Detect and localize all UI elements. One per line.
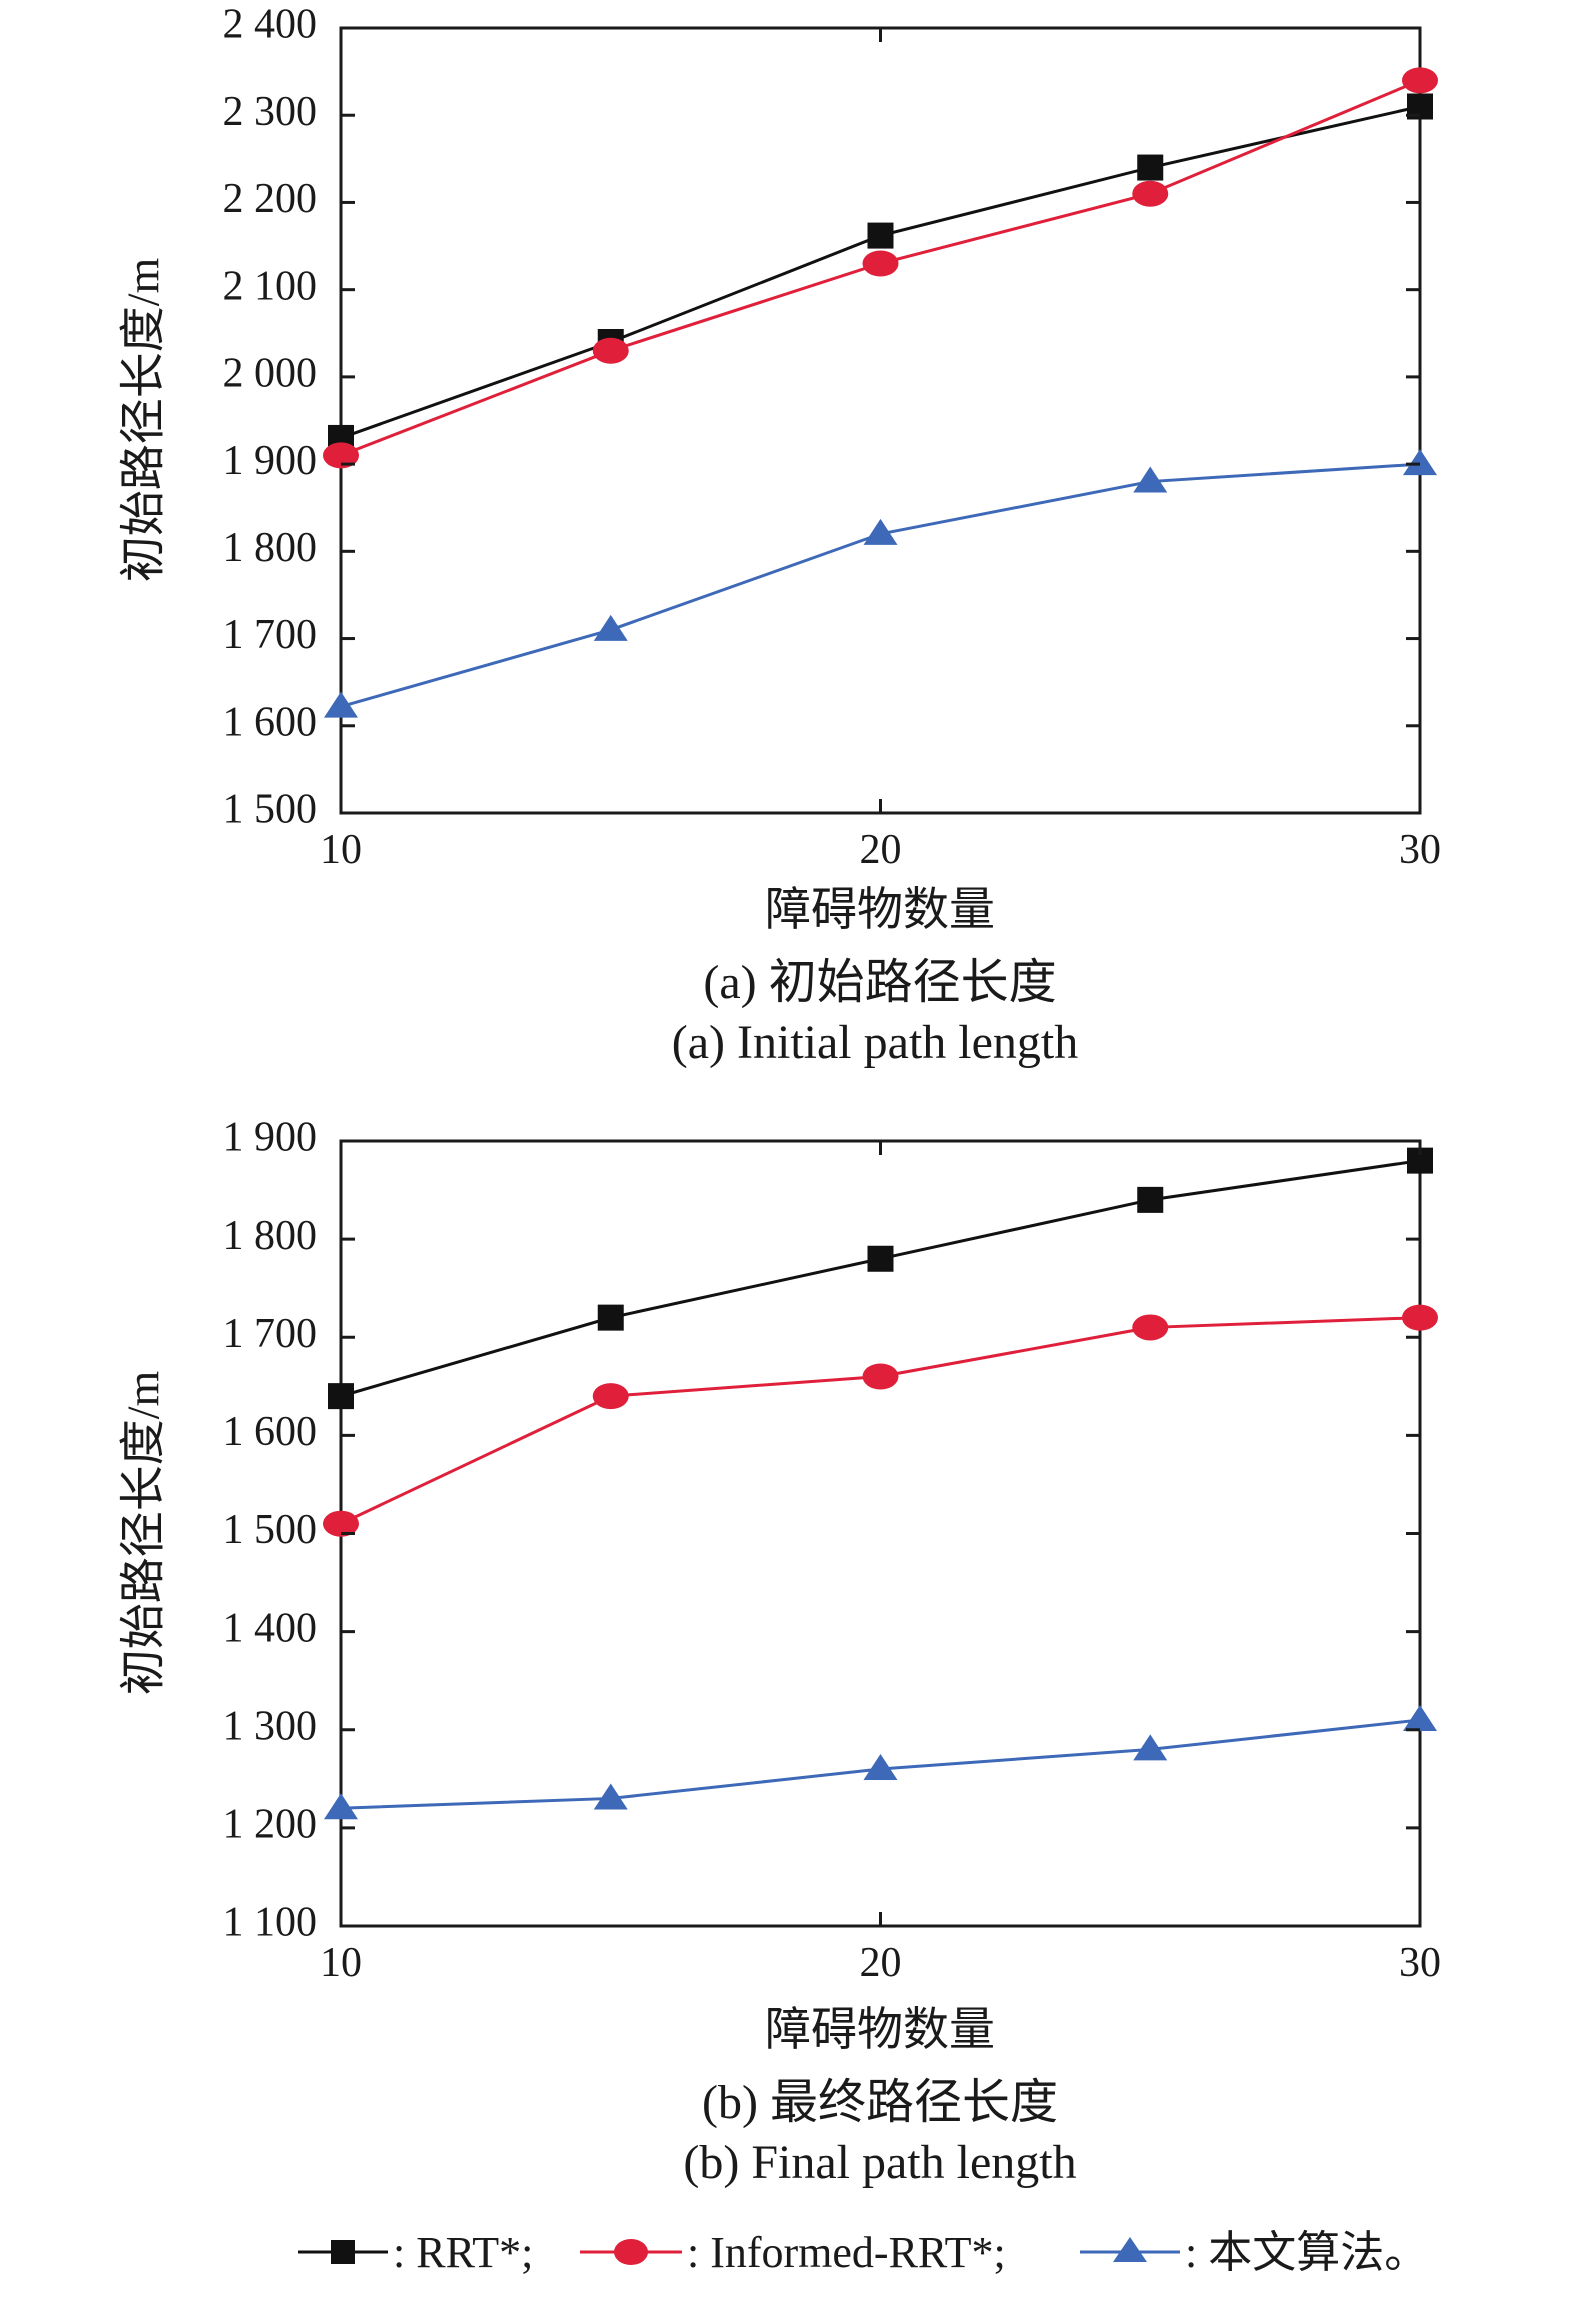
x-tick-layer: 10 20 30 [320, 1141, 1441, 1986]
data-point-circle [592, 337, 629, 364]
legend-circle-marker [614, 2239, 648, 2265]
data-point-circle [1132, 1314, 1169, 1341]
caption-en: (b) Final path length [683, 2136, 1076, 2189]
y-tick-label: 2 300 [223, 89, 318, 135]
data-point-circle [862, 1363, 899, 1390]
data-point-square [867, 1245, 894, 1272]
y-tick-label: 2 200 [223, 176, 318, 222]
y-tick-label: 1 900 [223, 1115, 318, 1161]
x-tick-label: 10 [320, 1940, 362, 1986]
caption-zh: (a) 初始路径长度 [703, 956, 1056, 1009]
chart-initial-path-length: 10 20 30 1 500 1 600 1 700 1 800 1 900 2 000 2 1… [118, 2, 1441, 1069]
y-tick-label: 1 500 [223, 1507, 318, 1553]
y-tick-label: 1 600 [223, 699, 318, 745]
x-axis-title: 障碍物数量 [765, 2004, 995, 2055]
x-tick-label: 30 [1399, 1940, 1441, 1986]
data-point-triangle [1403, 1704, 1437, 1731]
y-tick-label: 2 400 [223, 2, 318, 48]
legend-square-marker [331, 2240, 355, 2264]
data-point-triangle [1133, 466, 1168, 493]
y-tick-label: 2 000 [223, 351, 318, 397]
data-point-triangle [593, 1783, 628, 1810]
x-tick-label: 10 [320, 827, 362, 873]
y-tick-label: 1 600 [223, 1409, 318, 1455]
data-point-square [867, 222, 894, 249]
series-layer [323, 1147, 1438, 1820]
data-point-square [597, 1304, 624, 1331]
legend-triangle-marker [1113, 2237, 1147, 2262]
y-tick-label: 1 500 [223, 787, 318, 833]
legend-label: : Informed-RRT*; [687, 2228, 1006, 2277]
y-tick-label: 1 800 [223, 525, 318, 571]
series-line [340, 1159, 1421, 1398]
y-tick-label: 1 400 [223, 1605, 318, 1651]
data-point-circle [323, 1510, 359, 1537]
data-point-circle [862, 250, 899, 277]
data-point-circle [1132, 180, 1169, 207]
data-point-circle [1402, 67, 1438, 94]
y-tick-layer: 1 100 1 200 1 300 1 400 1 500 1 600 1 700 1 800… [223, 1115, 1420, 1946]
caption-en: (a) Initial path length [672, 1016, 1079, 1069]
data-point-triangle [324, 1793, 358, 1820]
y-tick-label: 1 700 [223, 1311, 318, 1357]
caption-zh: (b) 最终路径长度 [702, 2076, 1058, 2129]
y-tick-label: 2 100 [223, 263, 318, 309]
y-tick-layer: 1 500 1 600 1 700 1 800 1 900 2 000 2 100 2 200… [223, 2, 1420, 833]
legend-item-informed-rrt: : Informed-RRT*; [580, 2228, 1006, 2277]
x-tick-label: 30 [1399, 827, 1441, 873]
data-point-circle [323, 442, 359, 469]
data-point-triangle [593, 614, 628, 641]
data-point-triangle [863, 1754, 898, 1780]
legend: : RRT*; : Informed-RRT*; : 本文算法。 [298, 2228, 1428, 2277]
y-tick-label: 1 700 [223, 612, 318, 658]
data-point-circle [1402, 1304, 1438, 1331]
data-point-square [328, 1383, 354, 1410]
data-point-square [1137, 154, 1164, 181]
y-axis-title: 初始路径长度/m [118, 258, 169, 583]
legend-item-rrt: : RRT*; [298, 2228, 533, 2277]
y-tick-label: 1 200 [223, 1802, 318, 1848]
data-point-square [1137, 1186, 1164, 1213]
y-tick-label: 1 300 [223, 1703, 318, 1749]
chart-final-path-length: 10 20 30 1 100 1 200 1 300 1 400 1 500 1 600 1 7… [118, 1115, 1441, 2189]
series-line [340, 462, 1421, 709]
y-axis-title: 初始路径长度/m [118, 1371, 169, 1696]
legend-label: : 本文算法。 [1185, 2228, 1428, 2277]
x-tick-label: 20 [860, 827, 902, 873]
data-point-circle [592, 1383, 629, 1410]
x-tick-label: 20 [860, 1940, 902, 1986]
x-tick-layer: 10 20 30 [320, 28, 1441, 873]
legend-label: : RRT*; [393, 2228, 533, 2277]
data-point-triangle [863, 518, 898, 545]
y-tick-label: 1 900 [223, 438, 318, 484]
y-tick-label: 1 800 [223, 1213, 318, 1259]
y-tick-label: 1 100 [223, 1900, 318, 1946]
legend-item-ours: : 本文算法。 [1080, 2228, 1428, 2277]
series-layer [323, 67, 1438, 718]
data-point-triangle [1133, 1734, 1168, 1761]
data-point-triangle [1403, 449, 1437, 476]
data-point-triangle [324, 691, 358, 718]
x-axis-title: 障碍物数量 [765, 884, 995, 935]
plot-frame [339, 26, 1422, 815]
